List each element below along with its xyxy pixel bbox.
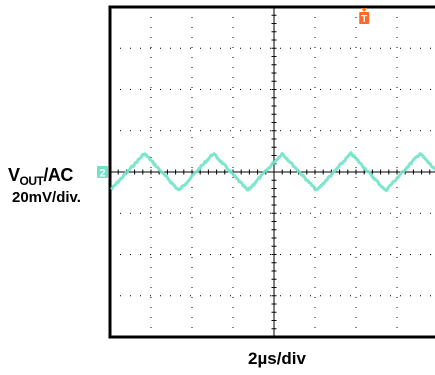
channel-label-main: V (8, 165, 20, 185)
plot-frame (108, 5, 435, 339)
trigger-marker-arrow (361, 8, 368, 12)
trace-line (109, 151, 435, 192)
grid (109, 6, 435, 338)
channel-label-subscript: OUT (19, 174, 44, 188)
trigger-marker: T (359, 8, 370, 25)
channel-marker-box (97, 166, 108, 178)
trace (109, 151, 435, 192)
channel-marker-text: 2 (99, 168, 105, 180)
channel-scale: 20mV/div. (12, 189, 81, 206)
markers: 2T (97, 8, 370, 180)
trigger-marker-text: T (361, 14, 367, 25)
channel-label-suffix: /AC (43, 165, 73, 185)
trigger-marker-box (359, 12, 370, 24)
channel-label: VOUT/AC (8, 165, 73, 187)
time-scale-label: 2µs/div (248, 349, 306, 368)
channel-marker: 2 (97, 166, 108, 180)
